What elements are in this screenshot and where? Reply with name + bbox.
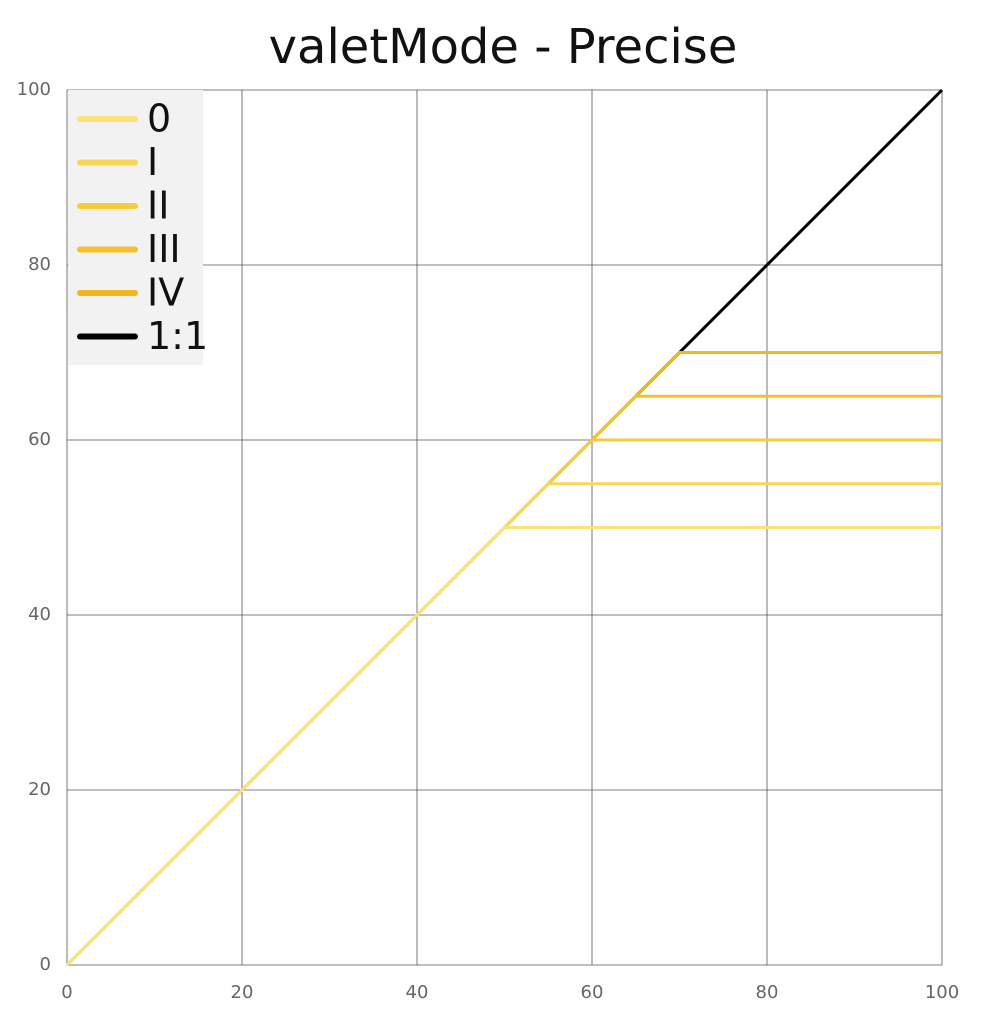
y-tick-label: 100	[17, 79, 51, 100]
series-line	[65, 351, 942, 967]
legend-label: III	[147, 227, 181, 271]
legend-label: IV	[147, 271, 184, 315]
legend-label: II	[147, 184, 169, 228]
y-tick-label: 20	[28, 779, 51, 800]
legend-label: 1:1	[147, 314, 208, 358]
legend-label: I	[147, 140, 158, 184]
x-tick-label: 100	[925, 982, 959, 1003]
y-tick-label: 0	[40, 954, 51, 975]
x-tick-label: 80	[756, 982, 779, 1003]
x-tick-label: 0	[61, 982, 72, 1003]
x-tick-label: 40	[406, 982, 429, 1003]
y-tick-label: 80	[28, 254, 51, 275]
series-line	[65, 482, 942, 967]
chart-title: valetMode - Precise	[269, 19, 738, 75]
series-line	[65, 394, 942, 967]
series-line	[65, 526, 942, 967]
legend-box	[68, 90, 203, 365]
legend-label: 0	[147, 97, 171, 141]
y-tick-label: 40	[28, 604, 51, 625]
y-tick-label: 60	[28, 429, 51, 450]
x-tick-label: 20	[231, 982, 254, 1003]
series-line	[65, 438, 942, 967]
x-tick-label: 60	[581, 982, 604, 1003]
